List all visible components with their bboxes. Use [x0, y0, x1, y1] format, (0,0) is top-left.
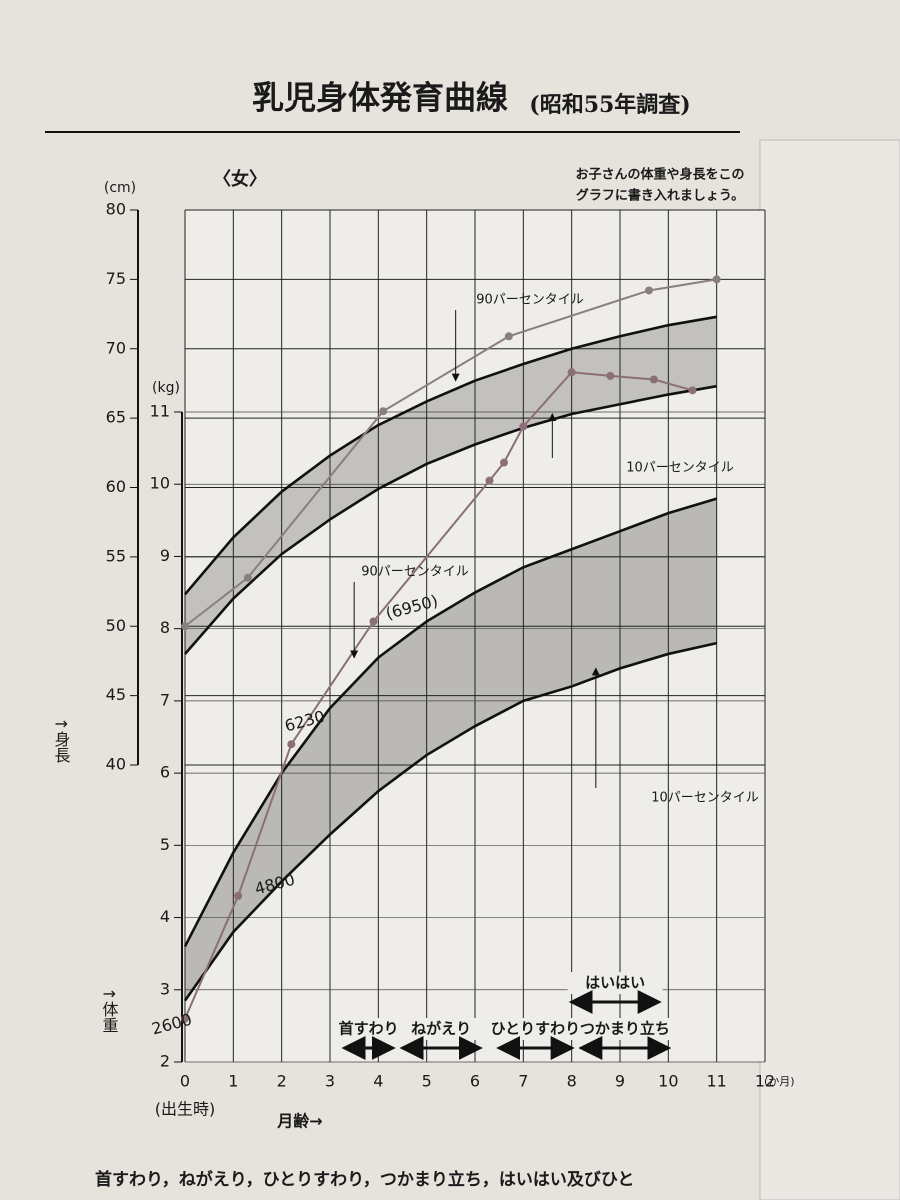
milestone-label: つかまり立ち — [580, 1020, 670, 1038]
y-tick-label: 55 — [106, 546, 126, 565]
y-axis-label: ↑身長 — [52, 717, 71, 762]
note: お子さんの体重や身長をこの — [575, 167, 744, 183]
y2-tick-label: 9 — [160, 546, 170, 565]
percentile-line — [184, 315, 717, 596]
child-point — [243, 573, 252, 582]
milestone-label: 首すわり — [339, 1020, 399, 1038]
x-tick-label: 7 — [518, 1072, 528, 1091]
x-tick-label: 5 — [422, 1072, 432, 1091]
x-tick-label: 12 — [755, 1072, 775, 1091]
y-tick-label: 75 — [106, 269, 126, 288]
child-line — [184, 278, 717, 628]
milestone-bg — [398, 1018, 484, 1040]
y-tick-label: 40 — [106, 755, 126, 774]
y2-tick-label: 8 — [160, 618, 170, 637]
y2-unit: (kg) — [152, 380, 180, 396]
y-tick-label: 65 — [106, 408, 126, 427]
x-tick-label: 1 — [228, 1072, 238, 1091]
child-point — [645, 286, 653, 295]
y2-tick-label: 5 — [160, 835, 170, 854]
child-point — [649, 375, 658, 384]
y2-tick-label: 11 — [150, 402, 170, 421]
y-tick-label: 60 — [106, 477, 126, 496]
x-tick-label: 6 — [470, 1072, 480, 1091]
child-point — [567, 368, 576, 377]
y-unit: (cm) — [104, 180, 136, 196]
child-point — [369, 617, 378, 626]
y2-tick-label: 3 — [160, 979, 170, 998]
child-point — [485, 476, 494, 485]
child-point — [287, 740, 296, 749]
milestone-bg — [495, 1018, 576, 1040]
y2-tick-label: 7 — [160, 690, 170, 709]
percentile-band — [185, 316, 717, 654]
milestone-label: ひとりすわり — [491, 1020, 581, 1038]
y2-tick-label: 4 — [160, 907, 170, 926]
milestone-label: ねがえり — [411, 1020, 471, 1038]
x-tick-label: 9 — [615, 1072, 625, 1091]
chart-subtitle: (昭和55年調査) — [529, 92, 690, 118]
child-point — [181, 1014, 189, 1023]
y-tick-label: 80 — [106, 200, 126, 219]
x-tick-label: 10 — [658, 1072, 678, 1091]
x-tick-label: 2 — [277, 1072, 287, 1091]
child-point — [500, 458, 508, 467]
y-tick-label: 45 — [106, 685, 126, 704]
y-tick-label: 50 — [106, 616, 126, 635]
x-unit: (か月) — [764, 1075, 795, 1088]
y2-tick-label: 10 — [150, 474, 170, 493]
child-point — [606, 371, 615, 380]
percentile-label: 10パーセンタイル — [626, 461, 734, 476]
y2-tick-label: 2 — [160, 1052, 170, 1071]
footer: 首すわり，ねがえり，ひとりすわり，つかまり立ち，はいはい及びひと — [95, 1169, 634, 1190]
child-point — [712, 275, 721, 284]
milestone-label: はいはい — [585, 974, 645, 992]
child-point — [234, 891, 243, 900]
x-tick-label: 3 — [325, 1072, 335, 1091]
percentile-label: 10パーセンタイル — [651, 791, 759, 806]
note: グラフに書き入れましょう。 — [576, 188, 744, 204]
child-point — [688, 386, 697, 395]
child-point — [504, 332, 513, 341]
percentile-band — [185, 498, 717, 1001]
percentile-label: 90パーセンタイル — [476, 293, 584, 308]
y2-axis-label: ↑体重 — [100, 987, 119, 1032]
child-point — [379, 407, 388, 416]
x-tick-label: 8 — [567, 1072, 577, 1091]
x-tick-label: 11 — [706, 1072, 726, 1091]
milestone-bg — [567, 972, 663, 994]
percentile-line — [184, 384, 717, 655]
x-start-label: (出生時) — [155, 1100, 216, 1119]
y-tick-label: 70 — [106, 338, 126, 357]
child-point — [181, 622, 189, 631]
y2-tick-label: 6 — [160, 763, 170, 782]
sex-label: 〈女〉 — [213, 168, 267, 190]
percentile-label: 90パーセンタイル — [361, 565, 469, 580]
child-point — [519, 422, 528, 431]
x-tick-label: 4 — [373, 1072, 383, 1091]
milestone-bg — [577, 1018, 673, 1040]
chart-title: 乳児身体発育曲線 — [252, 79, 508, 117]
x-tick-label: 0 — [180, 1072, 190, 1091]
milestone-bg — [340, 1018, 397, 1040]
x-axis-label: 月齢→ — [276, 1112, 322, 1131]
next-page — [759, 139, 900, 1200]
percentile-line — [183, 497, 718, 948]
percentile-line — [183, 641, 717, 1002]
